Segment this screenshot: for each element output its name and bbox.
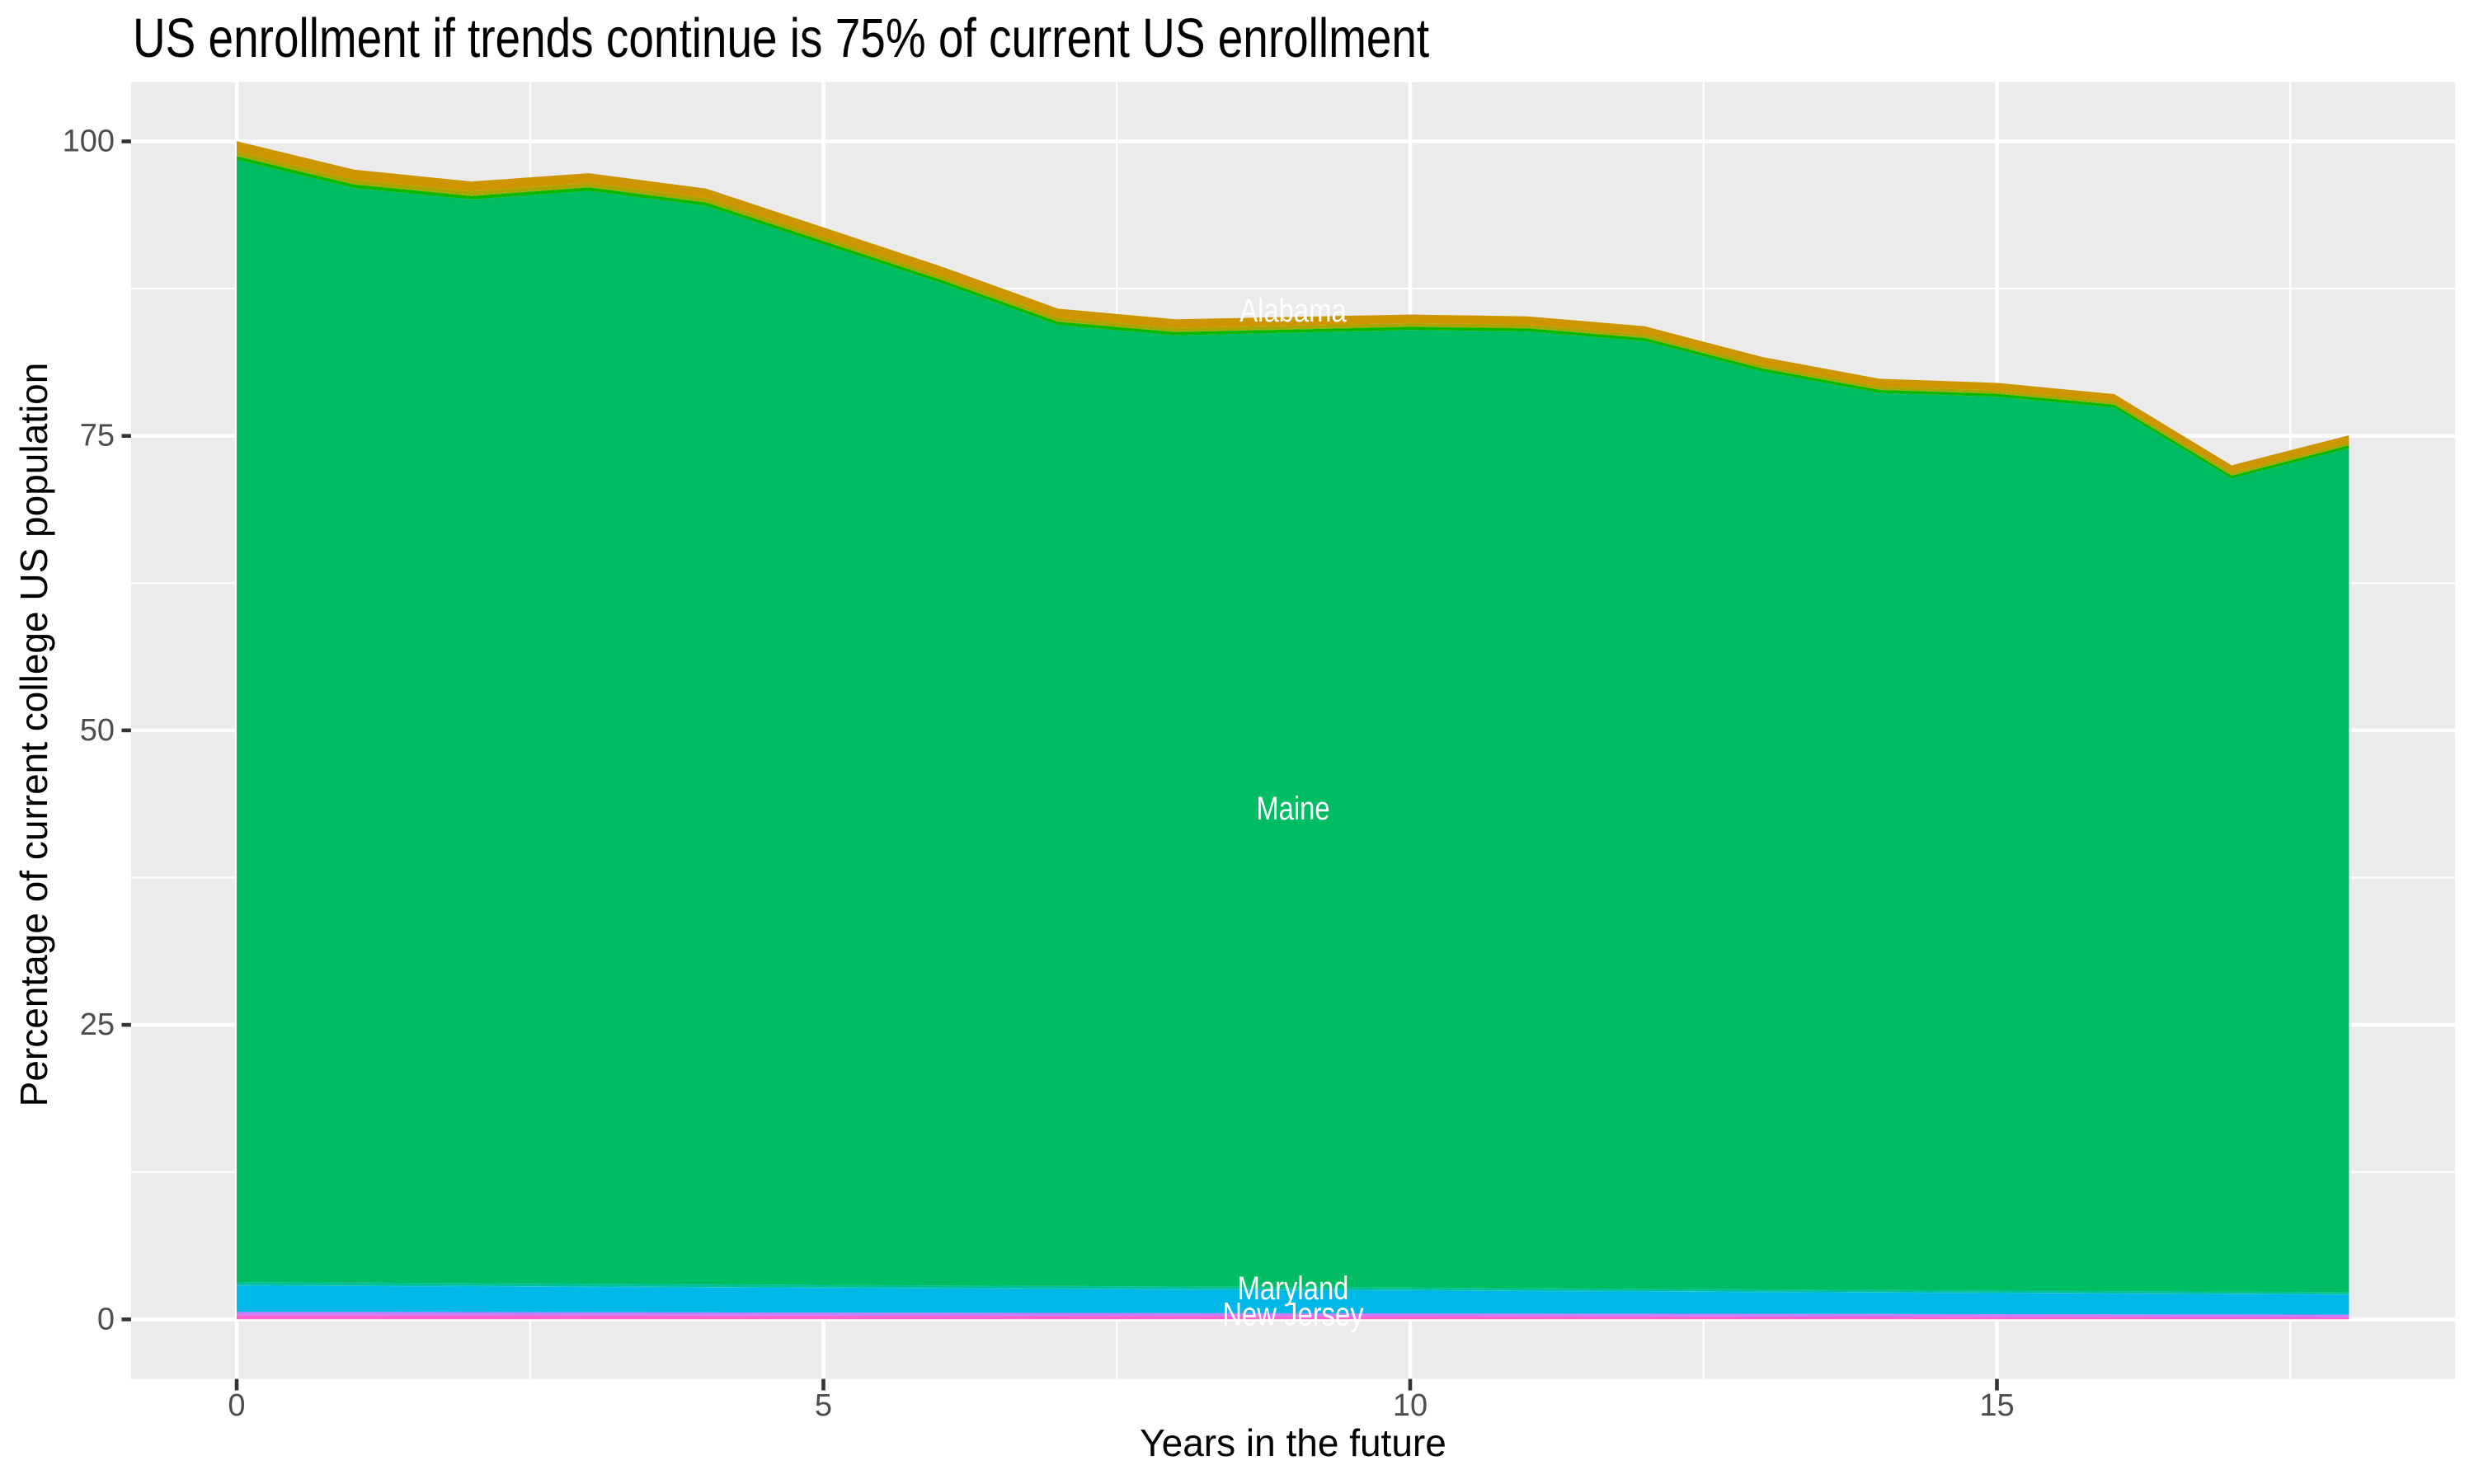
svg-text:Percentage of current college: Percentage of current college US populat…	[12, 363, 55, 1107]
svg-text:5: 5	[815, 1388, 832, 1423]
svg-text:10: 10	[1393, 1388, 1427, 1423]
svg-text:0: 0	[228, 1388, 245, 1423]
svg-text:0: 0	[97, 1302, 115, 1336]
svg-text:25: 25	[80, 1007, 115, 1042]
svg-text:Maryland: Maryland	[1238, 1270, 1349, 1307]
svg-text:50: 50	[80, 713, 115, 748]
svg-text:New Jersey: New Jersey	[1222, 1295, 1364, 1332]
svg-text:15: 15	[1979, 1388, 2014, 1423]
svg-text:Alabama: Alabama	[1239, 292, 1347, 329]
svg-text:US enrollment if trends contin: US enrollment if trends continue is 75% …	[133, 7, 1429, 68]
svg-text:Years in the future: Years in the future	[1140, 1421, 1446, 1464]
svg-text:Maine: Maine	[1256, 790, 1329, 827]
svg-text:75: 75	[80, 419, 115, 453]
svg-text:100: 100	[63, 124, 115, 159]
